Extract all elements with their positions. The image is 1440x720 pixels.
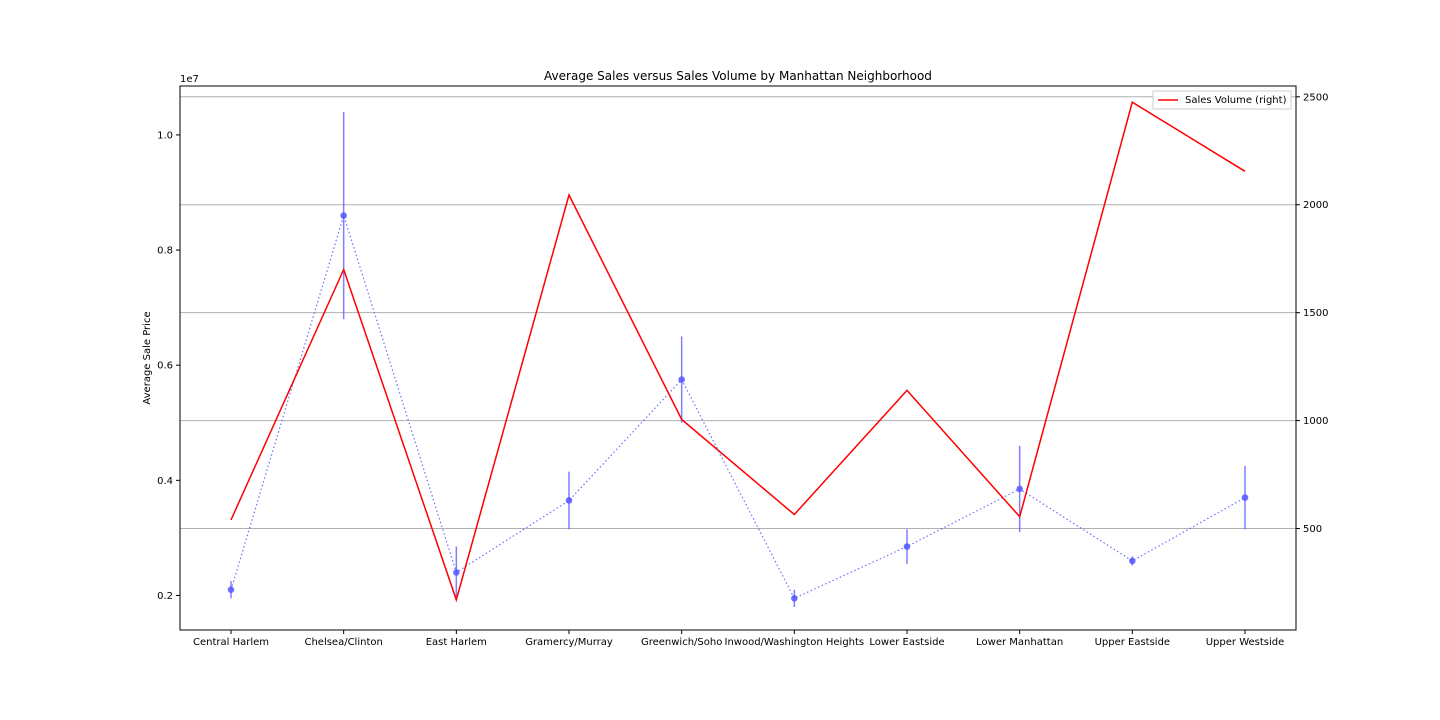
x-tick-label: Chelsea/Clinton: [304, 637, 382, 648]
data-markers: [227, 212, 1249, 602]
legend-label: Sales Volume (right): [1185, 95, 1287, 106]
data-point: [1016, 485, 1023, 493]
chart-title: Average Sales versus Sales Volume by Man…: [544, 69, 932, 83]
right-tick-label: 1000: [1303, 416, 1328, 427]
data-point: [565, 497, 573, 504]
error-bars: [230, 111, 1246, 607]
data-point: [1129, 557, 1136, 565]
x-tick-label: Lower Manhattan: [976, 637, 1063, 648]
data-point: [340, 212, 347, 219]
average-price-line: [230, 213, 1246, 600]
data-point: [227, 586, 235, 594]
x-tick-label: Gramercy/Murray: [525, 637, 613, 648]
left-tick-label: 0.6: [157, 361, 173, 372]
left-tick-label: 0.2: [157, 591, 173, 602]
x-tick-label: Inwood/Washington Heights: [725, 637, 865, 648]
gridlines: [180, 96, 1296, 530]
data-point: [1241, 494, 1249, 501]
right-tick-label: 500: [1303, 524, 1322, 535]
y-offset-text: 1e7: [180, 74, 199, 85]
data-point: [791, 595, 798, 602]
sales-volume-line: [230, 101, 1246, 603]
left-tick-label: 0.8: [157, 246, 173, 257]
x-tick-label: Central Harlem: [193, 637, 269, 648]
y-axis-label: Average Sale Price: [142, 311, 153, 404]
x-axis: Central Harlem Chelsea/Clinton East Harlem…: [193, 630, 1284, 648]
left-tick-label: 1.0: [157, 130, 173, 141]
data-point: [678, 376, 685, 383]
right-tick-label: 2500: [1303, 92, 1328, 103]
left-tick-label: 0.4: [157, 476, 173, 487]
x-tick-label: East Harlem: [426, 637, 487, 648]
x-tick-label: Upper Westside: [1206, 637, 1285, 648]
x-tick-label: Lower Eastside: [869, 637, 944, 648]
series-lines: [230, 101, 1246, 603]
x-tick-label: Greenwich/Soho: [641, 637, 722, 648]
legend: Sales Volume (right): [1152, 90, 1292, 110]
data-point: [903, 543, 911, 550]
plot-frame: [179, 85, 1297, 631]
data-point: [453, 569, 460, 576]
right-axis: 500 1000 1500 2000 2500: [1296, 92, 1328, 535]
right-tick-label: 2000: [1303, 200, 1328, 211]
left-axis: 0.2 0.4 0.6 0.8 1.0: [157, 130, 180, 602]
x-tick-label: Upper Eastside: [1095, 637, 1171, 648]
right-tick-label: 1500: [1303, 308, 1328, 319]
legend-box: [1152, 90, 1292, 110]
